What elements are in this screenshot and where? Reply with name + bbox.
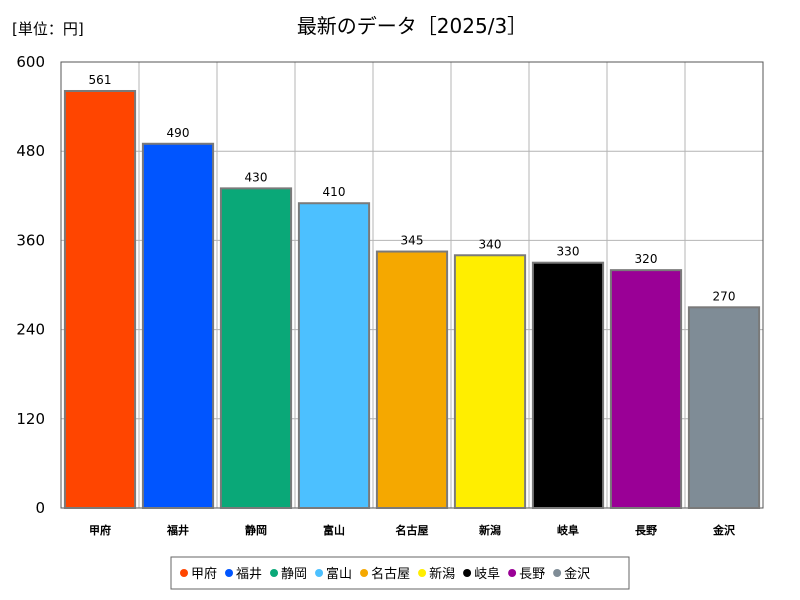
legend-item: 岐阜 <box>463 566 500 582</box>
data-label: 270 <box>713 289 736 303</box>
y-tick-label: 0 <box>35 499 45 517</box>
data-label: 330 <box>557 245 580 259</box>
x-category-label: 静岡 <box>245 523 267 537</box>
bar-7 <box>531 261 605 510</box>
labels: 0 120 240 360 480 600 561 甲府 490 福井 430 静岡 410 富山 345 名… <box>16 53 736 537</box>
x-category-label: 名古屋 <box>396 523 429 537</box>
bar-6 <box>453 254 527 509</box>
legend-marker <box>315 569 324 577</box>
legend-label: 岐阜 <box>474 566 500 582</box>
x-category-label: 新潟 <box>479 523 501 537</box>
y-tick-label: 600 <box>16 53 45 71</box>
y-tick-label: 360 <box>16 231 45 249</box>
legend-item: 甲府 <box>180 567 217 582</box>
bar-8 <box>609 269 683 509</box>
x-category-label: 金沢 <box>712 523 736 537</box>
legend-label: 福井 <box>236 567 262 582</box>
data-label: 340 <box>479 237 502 251</box>
bar-1 <box>63 89 137 510</box>
legend-item: 新潟 <box>418 566 455 582</box>
legend-item: 名古屋 <box>360 566 410 582</box>
legend-marker <box>225 569 234 577</box>
legend-item: 福井 <box>225 567 262 582</box>
bars <box>63 89 761 510</box>
legend-marker <box>360 569 369 577</box>
x-category-label: 富山 <box>323 523 345 537</box>
legend-marker <box>180 569 188 577</box>
legend-item: 長野 <box>508 567 545 582</box>
y-tick-label: 480 <box>16 142 45 160</box>
legend-item: 富山 <box>315 566 352 582</box>
data-label: 561 <box>89 73 112 87</box>
legend-label: 静岡 <box>281 567 307 582</box>
bar-5 <box>375 250 449 510</box>
data-label: 490 <box>167 126 190 140</box>
x-category-label: 岐阜 <box>557 523 579 537</box>
y-tick-label: 240 <box>16 321 45 339</box>
x-category-label: 福井 <box>166 523 189 537</box>
y-tick-label: 120 <box>16 410 45 428</box>
legend: 甲府 福井 静岡 富山 名古屋 新潟 岐阜 長野 金沢 <box>170 556 630 590</box>
legend-label: 金沢 <box>564 566 590 582</box>
legend-item: 金沢 <box>553 566 590 582</box>
bar-9 <box>687 306 761 509</box>
legend-marker <box>553 569 562 577</box>
bar-4 <box>297 202 371 509</box>
legend-label: 甲府 <box>191 567 217 582</box>
legend-marker <box>463 569 472 577</box>
legend-label: 名古屋 <box>371 566 410 582</box>
legend-marker <box>508 569 517 577</box>
bar-2 <box>141 142 215 509</box>
x-category-label: 甲府 <box>89 523 111 537</box>
data-label: 320 <box>635 252 658 266</box>
legend-item: 静岡 <box>270 567 307 582</box>
legend-label: 新潟 <box>429 566 455 582</box>
legend-label: 富山 <box>326 566 352 582</box>
unit-label: [単位：円] <box>12 20 84 38</box>
legend-box <box>170 556 630 590</box>
data-label: 345 <box>401 234 424 248</box>
data-label: 410 <box>323 185 346 199</box>
legend-marker <box>270 569 279 577</box>
chart-title: 最新のデータ［2025/3］ <box>297 14 527 38</box>
legend-marker <box>418 569 427 577</box>
legend-label: 長野 <box>519 567 545 582</box>
bar-3 <box>219 187 293 509</box>
data-label: 430 <box>245 170 268 184</box>
x-category-label: 長野 <box>635 524 657 537</box>
